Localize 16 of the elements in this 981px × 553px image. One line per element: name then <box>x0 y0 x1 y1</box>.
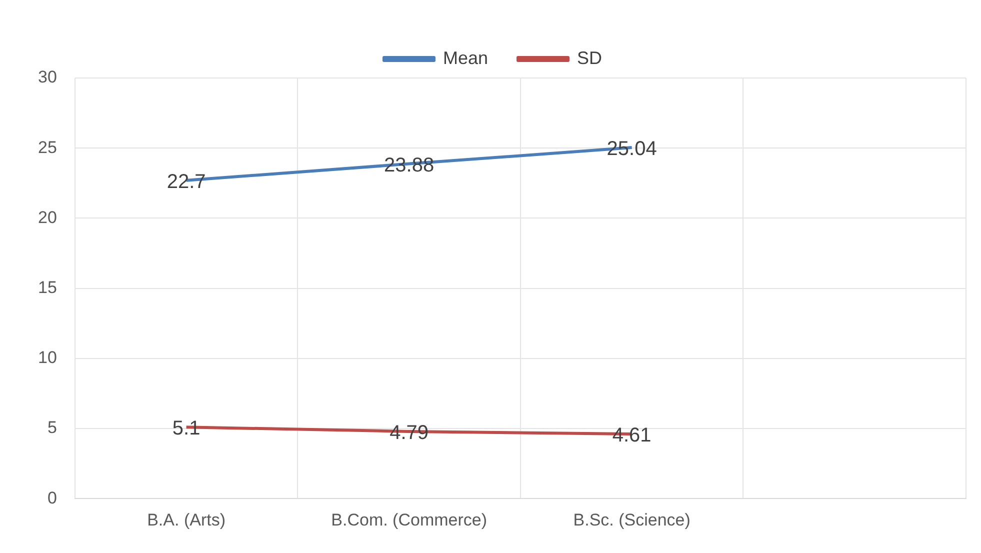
y-tick-label: 10 <box>38 348 57 368</box>
y-tick-label: 15 <box>38 278 57 297</box>
data-label: 5.1 <box>172 418 200 440</box>
y-tick-label: 25 <box>38 138 57 157</box>
y-tick-label: 0 <box>47 488 57 508</box>
legend-label: SD <box>577 48 602 68</box>
data-label: 4.61 <box>612 424 652 446</box>
x-tick-label: B.Com. (Commerce) <box>331 510 487 530</box>
data-label: 22.7 <box>166 170 206 193</box>
y-tick-label: 30 <box>38 68 57 87</box>
y-tick-label: 20 <box>38 208 57 227</box>
x-tick-label: B.A. (Arts) <box>147 510 226 530</box>
y-tick-label: 5 <box>47 418 57 438</box>
data-label: 25.04 <box>606 138 657 160</box>
x-tick-label: B.Sc. (Science) <box>573 510 690 530</box>
legend-label: Mean <box>442 48 488 68</box>
